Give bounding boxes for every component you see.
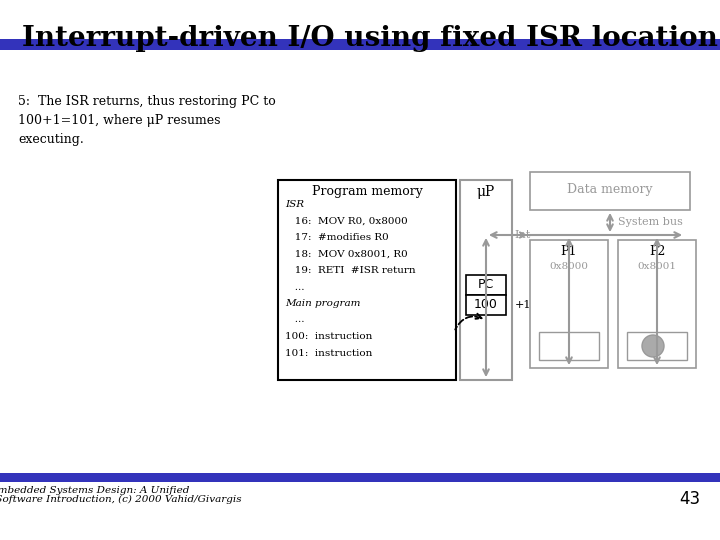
Text: 101:  instruction: 101: instruction xyxy=(285,348,372,357)
Text: μP: μP xyxy=(477,185,495,199)
Text: P2: P2 xyxy=(649,245,665,258)
Text: Main program: Main program xyxy=(285,299,361,308)
Text: 19:  RETI  #ISR return: 19: RETI #ISR return xyxy=(285,266,415,275)
Bar xyxy=(466,295,506,315)
Text: System bus: System bus xyxy=(618,217,683,227)
Bar xyxy=(539,332,599,360)
Text: 5:  The ISR returns, thus restoring PC to
100+1=101, where μP resumes
executing.: 5: The ISR returns, thus restoring PC to… xyxy=(18,95,276,146)
Text: ...: ... xyxy=(285,315,305,325)
Text: 100:  instruction: 100: instruction xyxy=(285,332,372,341)
Bar xyxy=(466,275,506,295)
Bar xyxy=(0,473,720,482)
Text: 0x8001: 0x8001 xyxy=(637,262,677,271)
Text: Data memory: Data memory xyxy=(567,184,653,197)
Text: ...: ... xyxy=(285,282,305,292)
Bar xyxy=(627,332,687,360)
Text: 43: 43 xyxy=(679,490,700,508)
Text: ISR: ISR xyxy=(285,200,304,209)
Text: 16:  MOV R0, 0x8000: 16: MOV R0, 0x8000 xyxy=(285,217,408,226)
Bar xyxy=(0,39,720,50)
Circle shape xyxy=(642,335,664,357)
Text: 100: 100 xyxy=(474,299,498,312)
Text: P1: P1 xyxy=(561,245,577,258)
Text: 17:  #modifies R0: 17: #modifies R0 xyxy=(285,233,389,242)
Text: PC: PC xyxy=(478,279,494,292)
Text: Interrupt-driven I/O using fixed ISR location: Interrupt-driven I/O using fixed ISR loc… xyxy=(22,25,718,52)
Bar xyxy=(278,180,456,380)
Text: +1: +1 xyxy=(515,300,531,310)
Text: Program memory: Program memory xyxy=(312,185,423,198)
Text: Hardware/Software Introduction, (c) 2000 Vahid/Givargis: Hardware/Software Introduction, (c) 2000… xyxy=(0,495,241,504)
Bar xyxy=(460,180,512,380)
Bar xyxy=(618,240,696,368)
Text: 0x8000: 0x8000 xyxy=(549,262,588,271)
Text: Embedded Systems Design: A Unified: Embedded Systems Design: A Unified xyxy=(0,486,189,495)
Bar xyxy=(530,240,608,368)
Text: 18:  MOV 0x8001, R0: 18: MOV 0x8001, R0 xyxy=(285,249,408,259)
Text: Int: Int xyxy=(514,230,530,240)
Bar xyxy=(530,172,690,210)
